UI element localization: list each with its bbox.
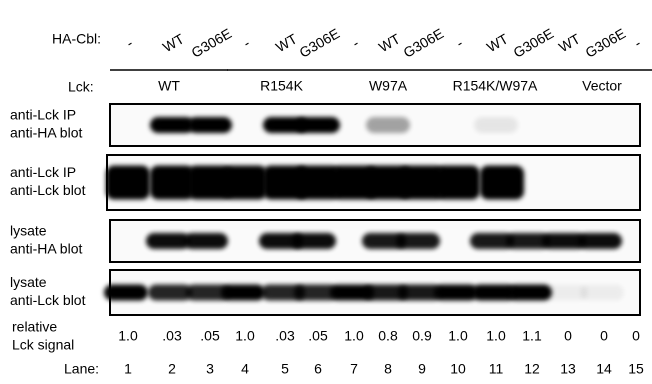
band bbox=[396, 233, 440, 249]
ha-cbl-lane-label: G306E bbox=[188, 25, 234, 61]
signal-value: .05 bbox=[308, 328, 328, 344]
panel-label: lysate bbox=[10, 223, 47, 239]
lane-number: 2 bbox=[168, 361, 176, 377]
ha-cbl-lane-label: WT bbox=[484, 30, 511, 55]
ha-cbl-lane-label: WT bbox=[376, 30, 403, 55]
signal-value: 0 bbox=[600, 328, 608, 344]
lck-group-label: Vector bbox=[582, 78, 622, 94]
signal-value: .05 bbox=[200, 328, 220, 344]
signal-value: 1.0 bbox=[486, 328, 506, 344]
panel-label: anti-Lck IP bbox=[10, 164, 76, 180]
lane-number: 11 bbox=[489, 361, 504, 377]
ha-cbl-label: HA-Cbl: bbox=[52, 31, 101, 47]
ha-cbl-lane-label: - bbox=[631, 35, 643, 51]
signal-value: 1.0 bbox=[118, 328, 138, 344]
lane-number: 12 bbox=[524, 361, 540, 377]
signal-value: 0.9 bbox=[412, 328, 432, 344]
signal-value: .03 bbox=[275, 328, 295, 344]
panel-label: anti-HA blot bbox=[10, 241, 82, 257]
band bbox=[434, 285, 478, 301]
lane-number: 15 bbox=[628, 361, 644, 377]
lane-number: 6 bbox=[314, 361, 322, 377]
band bbox=[474, 117, 518, 133]
ha-cbl-lane-label: - bbox=[123, 35, 135, 51]
panel-label: lysate bbox=[10, 274, 47, 290]
signal-label: Lck signal bbox=[12, 337, 74, 353]
band bbox=[292, 233, 336, 249]
band bbox=[580, 285, 624, 301]
ha-cbl-lane-label: - bbox=[453, 35, 465, 51]
lck-group-label: R154K/W97A bbox=[453, 78, 538, 94]
lane-number: 8 bbox=[384, 361, 392, 377]
lane-number: 4 bbox=[241, 361, 249, 377]
ha-cbl-lane-label: WT bbox=[273, 30, 300, 55]
lck-group-label: R154K bbox=[260, 78, 303, 94]
lane-number: 5 bbox=[281, 361, 289, 377]
lane-label: Lane: bbox=[64, 361, 99, 377]
panel-label: anti-HA blot bbox=[10, 125, 82, 141]
signal-value: 1.0 bbox=[235, 328, 255, 344]
band bbox=[480, 166, 524, 200]
signal-value: 1.1 bbox=[522, 328, 542, 344]
signal-value: .03 bbox=[162, 328, 182, 344]
blot-figure: HA-Cbl: Lck: relative Lck signal Lane: -… bbox=[0, 0, 652, 379]
band bbox=[150, 166, 194, 200]
signal-label: relative bbox=[12, 319, 57, 335]
signal-value: 0.8 bbox=[378, 328, 398, 344]
ha-cbl-lane-label: - bbox=[349, 35, 361, 51]
signal-value: 1.0 bbox=[344, 328, 364, 344]
band bbox=[184, 233, 228, 249]
ha-cbl-lane-label: - bbox=[240, 35, 252, 51]
band bbox=[578, 233, 622, 249]
lck-label: Lck: bbox=[68, 79, 94, 95]
signal-value: 0 bbox=[564, 328, 572, 344]
lck-group-label: WT bbox=[158, 78, 180, 94]
band bbox=[146, 233, 190, 249]
band bbox=[221, 285, 265, 301]
band bbox=[296, 117, 340, 133]
ha-cbl-lane-label: G306E bbox=[510, 25, 556, 61]
panel-label: anti-Lck IP bbox=[10, 107, 76, 123]
band bbox=[104, 285, 148, 301]
lane-number: 3 bbox=[206, 361, 214, 377]
ha-cbl-lane-label: G306E bbox=[400, 25, 446, 61]
lane-number: 13 bbox=[560, 361, 576, 377]
band bbox=[223, 166, 267, 200]
band bbox=[150, 117, 194, 133]
band bbox=[188, 117, 232, 133]
lane-number: 14 bbox=[596, 361, 612, 377]
lck-group-label: W97A bbox=[369, 78, 408, 94]
band bbox=[106, 166, 150, 200]
band bbox=[436, 166, 480, 200]
panel-label: anti-Lck blot bbox=[10, 182, 86, 198]
ha-cbl-lane-label: WT bbox=[556, 30, 583, 55]
ha-cbl-lane-label: WT bbox=[160, 30, 187, 55]
lane-number: 9 bbox=[418, 361, 426, 377]
lane-number: 10 bbox=[450, 361, 466, 377]
signal-value: 0 bbox=[632, 328, 640, 344]
band bbox=[148, 285, 192, 301]
ha-cbl-lane-label: G306E bbox=[582, 25, 628, 61]
lane-number: 1 bbox=[124, 361, 132, 377]
ha-cbl-lane-label: G306E bbox=[296, 25, 342, 61]
signal-value: 1.0 bbox=[448, 328, 468, 344]
band bbox=[366, 117, 410, 133]
panel-label: anti-Lck blot bbox=[10, 292, 86, 308]
lane-number: 7 bbox=[350, 361, 358, 377]
